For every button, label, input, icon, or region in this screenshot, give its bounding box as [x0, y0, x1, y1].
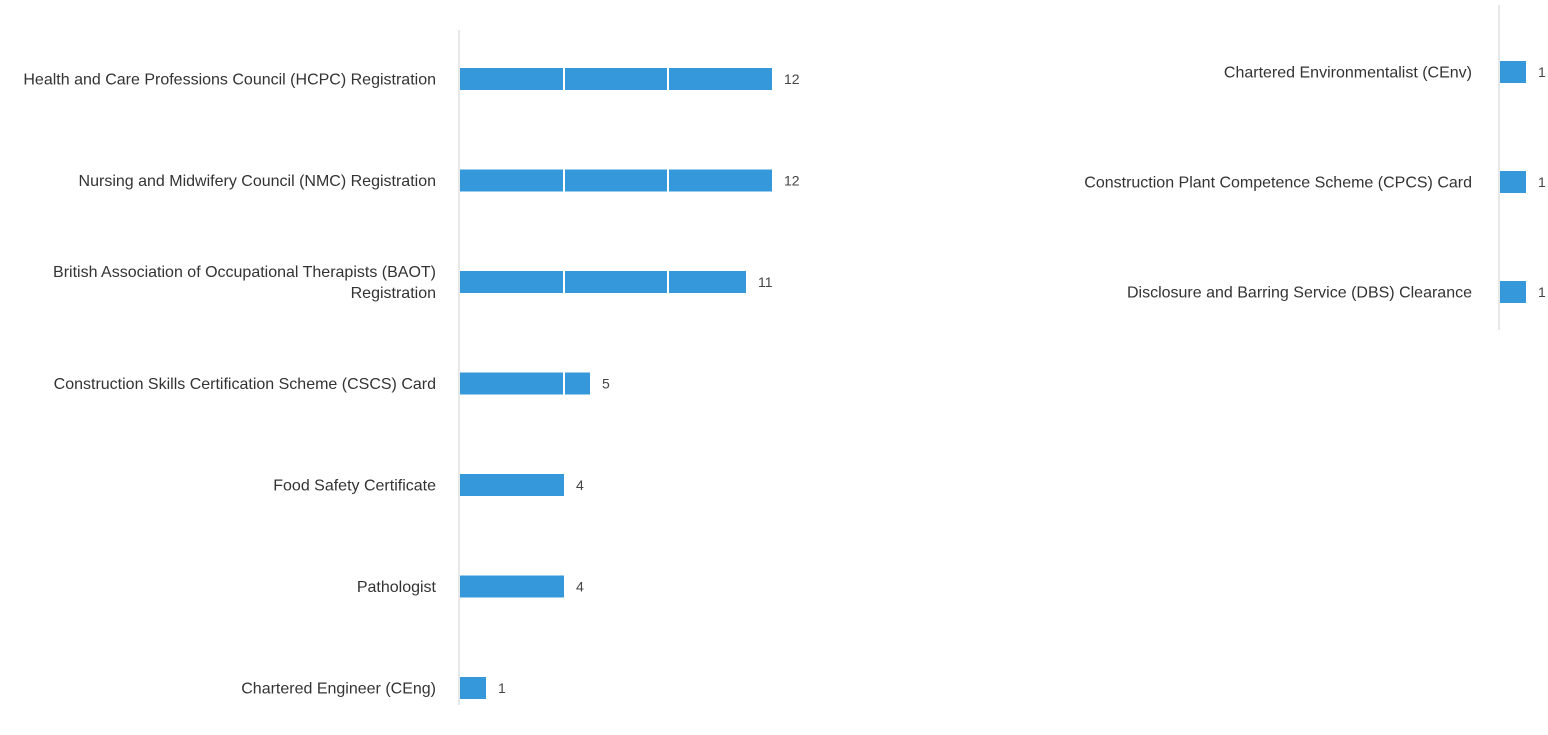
category-label-line: Pathologist — [357, 579, 437, 596]
category-tick-label: Pathologist — [357, 579, 437, 596]
category-tick-label: Chartered Engineer (CEng) — [241, 681, 436, 698]
category-tick-label: Construction Plant Competence Scheme (CP… — [1084, 175, 1472, 192]
category-tick-label: Disclosure and Barring Service (DBS) Cle… — [1127, 285, 1472, 302]
category-label-line: Chartered Environmentalist (CEnv) — [1224, 65, 1472, 82]
bar — [460, 169, 772, 192]
category-label-line: Construction Plant Competence Scheme (CP… — [1084, 175, 1472, 192]
category-tick-label: Food Safety Certificate — [273, 478, 436, 495]
bar — [460, 677, 486, 699]
bar — [460, 575, 564, 598]
category-tick-label: British Association of Occupational Ther… — [53, 264, 436, 302]
category-label-line: Disclosure and Barring Service (DBS) Cle… — [1127, 285, 1472, 302]
data-label: 12 — [784, 173, 800, 189]
bar — [460, 474, 564, 496]
category-tick-label: Nursing and Midwifery Council (NMC) Regi… — [79, 173, 436, 190]
data-label: 11 — [758, 274, 773, 290]
bar — [1500, 281, 1526, 303]
category-label-line: Food Safety Certificate — [273, 478, 436, 495]
chart-panel-2: 1 Chartered Environmentalist (CEnv) 1 Const… — [1084, 5, 1546, 330]
data-label: 4 — [576, 477, 584, 493]
bar — [460, 68, 772, 90]
chart-panel-1: 12 Health and Care Professions Council (H… — [23, 30, 800, 705]
data-label: 5 — [602, 376, 610, 392]
data-label: 4 — [576, 579, 584, 595]
bar — [1500, 171, 1526, 193]
category-label-line: Registration — [351, 285, 436, 302]
category-label-line: Chartered Engineer (CEng) — [241, 681, 436, 698]
data-label: 1 — [1538, 174, 1546, 190]
data-label: 1 — [1538, 284, 1546, 300]
bar — [460, 271, 746, 293]
data-label: 1 — [498, 680, 506, 696]
category-label-line: British Association of Occupational Ther… — [53, 264, 436, 281]
data-label: 12 — [784, 71, 800, 87]
category-tick-label: Construction Skills Certification Scheme… — [54, 376, 436, 393]
category-label-line: Health and Care Professions Council (HCP… — [23, 72, 436, 89]
data-label: 1 — [1538, 64, 1546, 80]
bar — [460, 372, 590, 395]
bar — [1500, 61, 1526, 83]
category-label-line: Construction Skills Certification Scheme… — [54, 376, 436, 393]
category-label-line: Nursing and Midwifery Council (NMC) Regi… — [79, 173, 436, 190]
category-tick-label: Chartered Environmentalist (CEnv) — [1224, 65, 1472, 82]
category-tick-label: Health and Care Professions Council (HCP… — [23, 72, 436, 89]
